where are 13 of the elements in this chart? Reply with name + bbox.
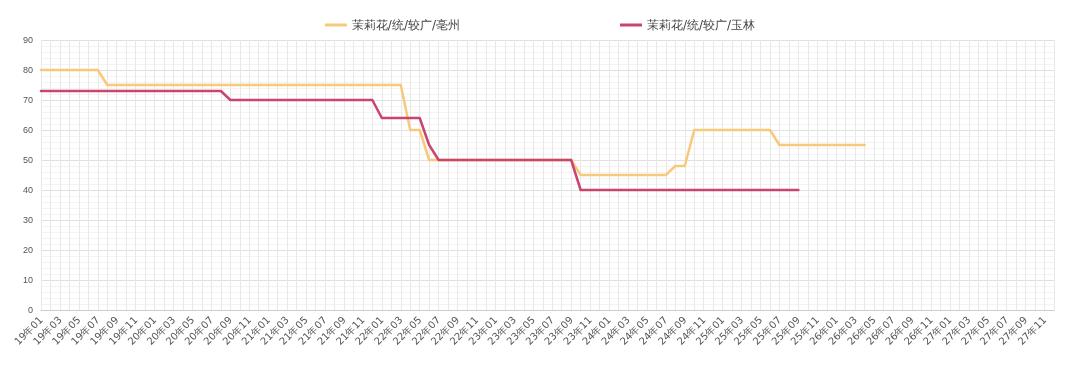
y-tick-label: 60 bbox=[22, 125, 33, 135]
line-series bbox=[39, 89, 800, 192]
legend-label: 茉莉花/统/较广/玉林 bbox=[647, 18, 756, 32]
y-tick-label: 50 bbox=[22, 155, 33, 165]
y-tick-label: 10 bbox=[22, 275, 33, 285]
y-tick-label: 30 bbox=[22, 215, 33, 225]
y-tick-label: 0 bbox=[27, 305, 33, 315]
legend-label: 茉莉花/统/较广/亳州 bbox=[351, 18, 461, 32]
y-tick-label: 40 bbox=[22, 185, 33, 195]
y-tick-label: 80 bbox=[22, 65, 33, 75]
y-tick-label: 90 bbox=[22, 35, 33, 45]
y-tick-label: 70 bbox=[22, 95, 33, 105]
y-tick-label: 20 bbox=[22, 245, 33, 255]
